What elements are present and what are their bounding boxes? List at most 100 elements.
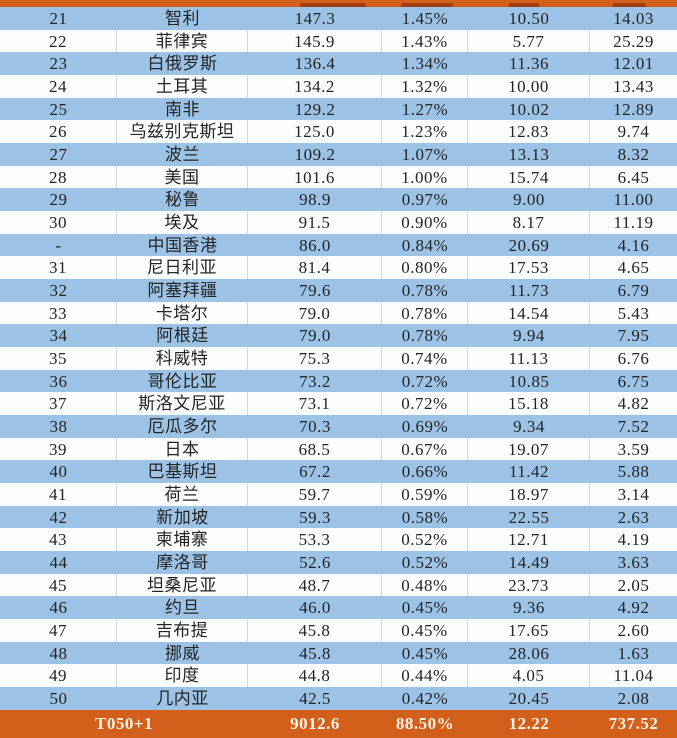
metric-b-cell: 6.45 bbox=[617, 167, 650, 187]
rank-cell: 34 bbox=[49, 326, 68, 346]
table-row: 36 哥伦比亚 73.2 0.72% 10.85 6.75 bbox=[0, 369, 677, 393]
metric-b-cell: 11.04 bbox=[613, 666, 654, 686]
total-label: T050+1 bbox=[94, 714, 154, 733]
share-cell: 0.90% bbox=[382, 211, 468, 234]
table-row: 50 几内亚 42.5 0.42% 20.45 2.08 bbox=[0, 687, 677, 710]
country-cell: 厄瓜多尔 bbox=[147, 416, 218, 436]
metric-a-cell: 19.07 bbox=[468, 437, 590, 461]
metric-a-cell: 18.97 bbox=[468, 483, 590, 506]
metric-a-cell: 9.36 bbox=[513, 598, 545, 618]
metric-a-cell: 5.77 bbox=[468, 29, 590, 53]
value-cell: 98.9 bbox=[299, 190, 331, 210]
country-cell: 哥伦比亚 bbox=[147, 371, 218, 391]
metric-a-cell: 8.17 bbox=[468, 211, 590, 234]
country-cell: 吉布提 bbox=[117, 619, 248, 642]
value-cell: 101.6 bbox=[248, 165, 382, 189]
rank-cell: 49 bbox=[0, 664, 117, 688]
share-cell: 0.78% bbox=[401, 280, 449, 300]
rank-cell: 48 bbox=[49, 643, 68, 663]
share-cell: 0.66% bbox=[401, 462, 449, 482]
country-cell: 美国 bbox=[117, 165, 248, 189]
rank-cell: 39 bbox=[0, 437, 117, 461]
metric-a-cell: 17.65 bbox=[468, 619, 590, 642]
value-cell: 91.5 bbox=[248, 211, 382, 234]
share-cell: 0.42% bbox=[401, 688, 449, 708]
country-cell: 柬埔寨 bbox=[117, 528, 248, 552]
metric-b-cell: 4.82 bbox=[617, 394, 650, 414]
total-metric-a: 12.22 bbox=[508, 714, 550, 733]
country-cell: 印度 bbox=[117, 664, 248, 688]
table-row: 41 荷兰 59.7 0.59% 18.97 3.14 bbox=[0, 483, 677, 506]
metric-a-cell: 12.83 bbox=[468, 120, 590, 144]
value-cell: 73.2 bbox=[299, 371, 331, 391]
rank-cell: 24 bbox=[0, 75, 117, 98]
country-cell: 秘鲁 bbox=[165, 190, 200, 210]
rank-cell: 47 bbox=[0, 619, 117, 642]
table-row: 26 乌兹别克斯坦 125.0 1.23% 12.83 9.74 bbox=[0, 120, 677, 144]
country-cell: 菲律宾 bbox=[117, 29, 248, 53]
rank-cell: 36 bbox=[49, 371, 68, 391]
share-cell: 0.59% bbox=[382, 483, 468, 506]
rank-cell: 31 bbox=[0, 256, 117, 280]
table-body: 21 智利 147.3 1.45% 10.50 14.03 22 菲律宾 145… bbox=[0, 7, 677, 710]
metric-b-cell: 13.43 bbox=[613, 76, 654, 96]
share-cell: 0.45% bbox=[401, 598, 449, 618]
share-cell: 0.78% bbox=[382, 301, 468, 325]
rank-cell: 45 bbox=[0, 573, 117, 597]
country-cell: 中国香港 bbox=[147, 235, 218, 255]
metric-a-cell: 9.94 bbox=[513, 326, 545, 346]
table-row: 33 卡塔尔 79.0 0.78% 14.54 5.43 bbox=[0, 301, 677, 325]
share-cell: 0.74% bbox=[382, 347, 468, 370]
share-cell: 0.48% bbox=[382, 573, 468, 597]
country-cell: 白俄罗斯 bbox=[147, 54, 218, 74]
value-cell: 79.0 bbox=[299, 326, 331, 346]
rank-cell: 41 bbox=[0, 483, 117, 506]
rank-cell: 26 bbox=[0, 120, 117, 144]
share-cell: 0.52% bbox=[382, 528, 468, 552]
metric-a-cell: 15.74 bbox=[468, 165, 590, 189]
table-row: 28 美国 101.6 1.00% 15.74 6.45 bbox=[0, 165, 677, 189]
table-row: 30 埃及 91.5 0.90% 8.17 11.19 bbox=[0, 211, 677, 234]
rank-cell: 43 bbox=[0, 528, 117, 552]
share-cell: 0.80% bbox=[382, 256, 468, 280]
value-cell: 145.9 bbox=[248, 29, 382, 53]
country-cell: 日本 bbox=[117, 437, 248, 461]
country-cell: 乌兹别克斯坦 bbox=[117, 120, 248, 144]
metric-a-cell: 20.45 bbox=[508, 688, 550, 708]
metric-a-cell: 9.34 bbox=[513, 416, 545, 436]
metric-a-cell: 11.73 bbox=[508, 280, 550, 300]
share-cell: 1.43% bbox=[382, 29, 468, 53]
share-cell: 0.44% bbox=[382, 664, 468, 688]
metric-b-cell: 6.75 bbox=[617, 371, 650, 391]
metric-a-cell: 10.85 bbox=[508, 371, 550, 391]
value-cell: 75.3 bbox=[248, 347, 382, 370]
table-row: 21 智利 147.3 1.45% 10.50 14.03 bbox=[0, 7, 677, 30]
metric-a-cell: 15.18 bbox=[468, 392, 590, 416]
share-cell: 1.45% bbox=[401, 8, 449, 28]
rank-cell: 46 bbox=[49, 598, 68, 618]
share-cell: 1.27% bbox=[401, 99, 449, 119]
metric-a-cell: 14.49 bbox=[508, 552, 550, 572]
table-row: 48 挪威 45.8 0.45% 28.06 1.63 bbox=[0, 641, 677, 665]
share-cell: 0.67% bbox=[382, 437, 468, 461]
metric-b-cell: 1.63 bbox=[617, 643, 650, 663]
value-cell: 48.7 bbox=[248, 573, 382, 597]
metric-b-cell: 5.88 bbox=[617, 462, 650, 482]
value-cell: 109.2 bbox=[294, 144, 336, 164]
share-cell: 1.00% bbox=[382, 165, 468, 189]
country-cell: 智利 bbox=[165, 8, 200, 28]
table-row: 49 印度 44.8 0.44% 4.05 11.04 bbox=[0, 664, 677, 688]
share-cell: 0.52% bbox=[401, 552, 449, 572]
metric-b-cell: 9.74 bbox=[617, 122, 650, 142]
cropped-header-row bbox=[0, 0, 677, 7]
metric-a-cell: 4.05 bbox=[468, 664, 590, 688]
metric-a-cell: 14.54 bbox=[468, 301, 590, 325]
country-cell: 巴基斯坦 bbox=[147, 462, 218, 482]
value-cell: 45.8 bbox=[299, 643, 331, 663]
metric-a-cell: 11.13 bbox=[468, 347, 590, 370]
metric-b-cell: 12.01 bbox=[613, 54, 654, 74]
share-cell: 0.69% bbox=[401, 416, 449, 436]
value-cell: 147.3 bbox=[294, 8, 336, 28]
table-row: 24 土耳其 134.2 1.32% 10.00 13.43 bbox=[0, 75, 677, 98]
